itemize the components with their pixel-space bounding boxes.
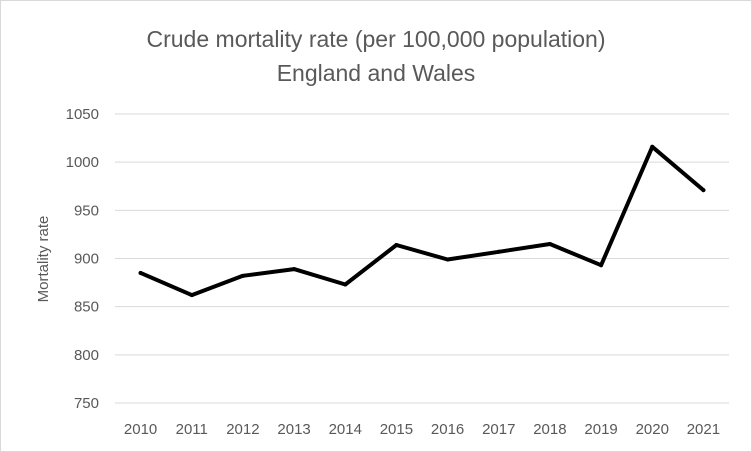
data-point [292, 267, 297, 272]
x-tick-label: 2017 [482, 421, 515, 438]
x-tick-label: 2016 [431, 421, 464, 438]
x-tick-label: 2021 [687, 421, 720, 438]
data-point [394, 243, 399, 248]
data-point [138, 270, 143, 275]
data-point [650, 144, 655, 149]
y-tick-label: 900 [74, 251, 99, 268]
x-axis-ticks: 2010 2011 2012 2013 2014 2015 2016 2017 2018 2019… [124, 421, 720, 438]
data-point [189, 293, 194, 298]
y-tick-label: 850 [74, 299, 99, 316]
x-tick-label: 2010 [124, 421, 157, 438]
chart-title: Crude mortality rate (per 100,000 popula… [147, 26, 606, 52]
data-point [343, 282, 348, 287]
data-point [496, 249, 501, 254]
y-tick-label: 800 [74, 347, 99, 364]
series-group [138, 144, 706, 298]
x-tick-label: 2020 [636, 421, 669, 438]
data-point [240, 273, 245, 278]
data-point [701, 188, 706, 193]
x-tick-label: 2012 [226, 421, 259, 438]
gridlines [115, 113, 729, 404]
x-tick-label: 2015 [380, 421, 413, 438]
x-tick-label: 2014 [329, 421, 362, 438]
data-point [547, 242, 552, 247]
y-tick-label: 950 [74, 202, 99, 219]
y-tick-label: 750 [74, 395, 99, 412]
chart-subtitle: England and Wales [277, 60, 476, 86]
x-tick-label: 2013 [277, 421, 310, 438]
y-tick-label: 1000 [66, 154, 99, 171]
y-axis-ticks: 750 800 850 900 950 1000 1050 [66, 106, 99, 412]
series-line [138, 144, 706, 298]
y-tick-label: 1050 [66, 106, 99, 123]
data-point [599, 263, 604, 268]
y-axis-label: Mortality rate [35, 216, 52, 303]
data-point [445, 257, 450, 262]
x-tick-label: 2018 [533, 421, 566, 438]
x-tick-label: 2019 [584, 421, 617, 438]
x-tick-label: 2011 [176, 421, 208, 438]
